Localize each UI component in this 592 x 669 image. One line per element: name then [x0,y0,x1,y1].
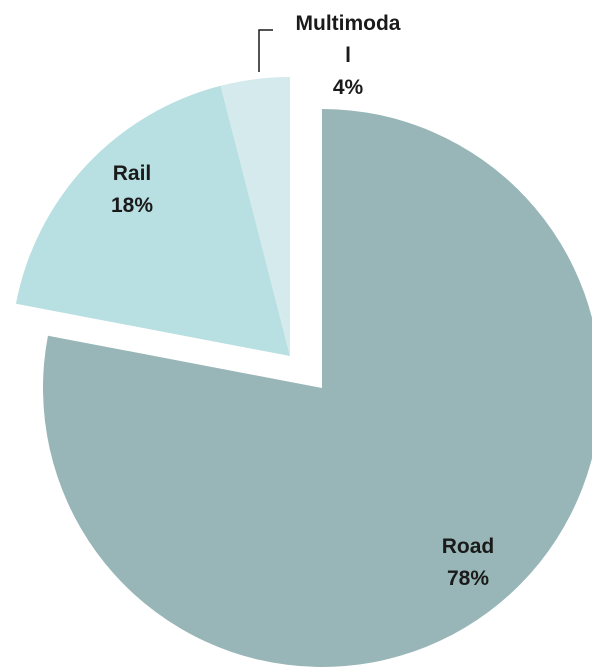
slice-label-road: Road 78% [442,535,495,590]
pie-slice-road [43,109,592,667]
slice-label-multimodal: Multimoda l 4% [296,12,401,99]
pie-slices [15,77,592,667]
pie-slice-rail [15,85,290,357]
slice-label-rail: Rail 18% [111,162,153,217]
pie-slice-multimodal [220,77,290,356]
leader-line [258,29,273,72]
pie-labels: Road 78% Rail 18% Multimoda l 4% [111,12,494,590]
